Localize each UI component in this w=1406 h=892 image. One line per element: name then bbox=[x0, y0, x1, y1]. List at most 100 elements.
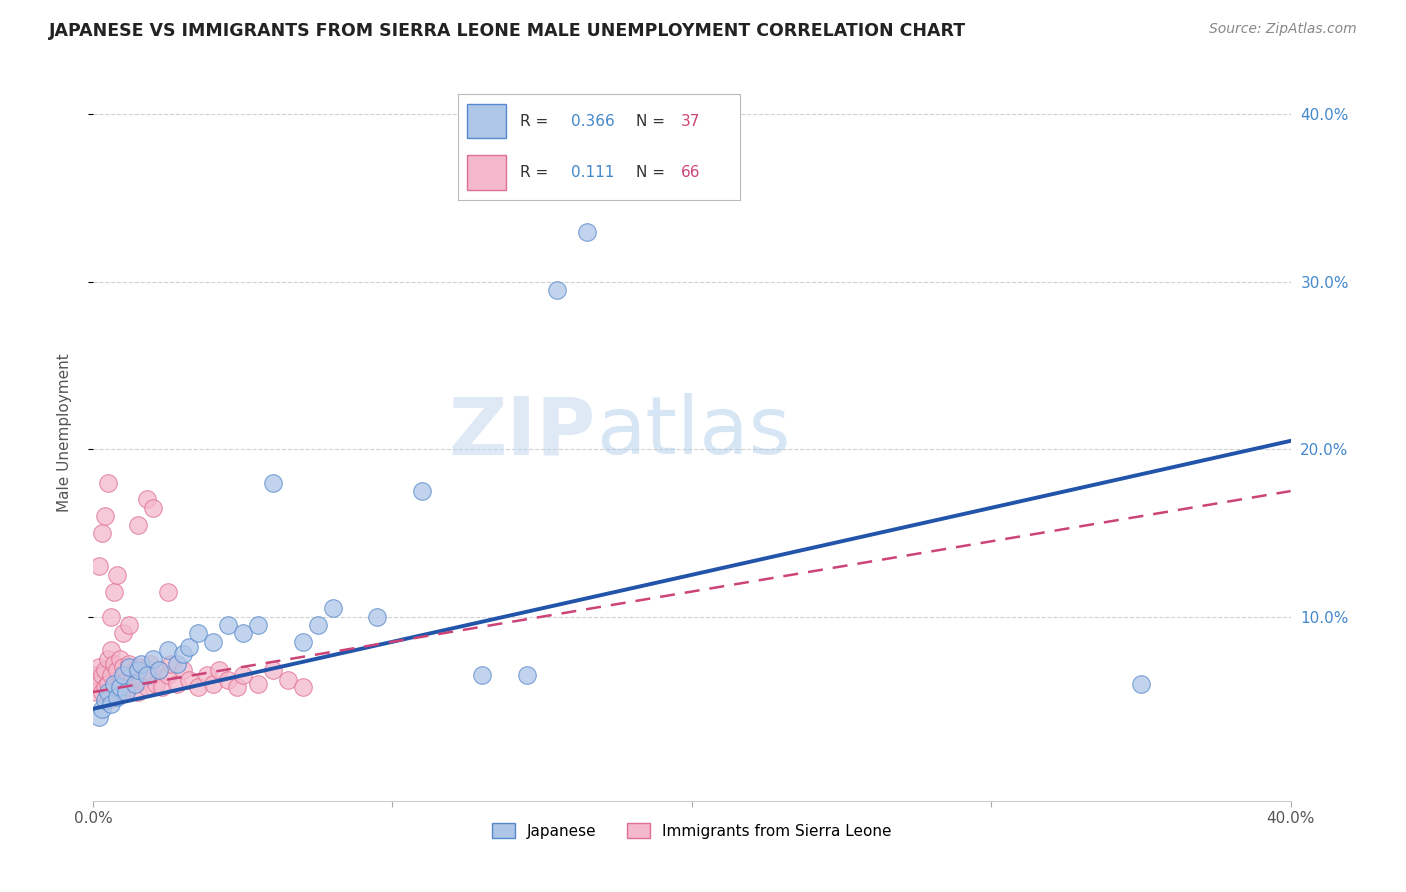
Point bbox=[100, 697, 122, 711]
Point bbox=[262, 475, 284, 490]
Point bbox=[100, 668, 122, 682]
Point bbox=[100, 685, 122, 699]
Point bbox=[103, 657, 125, 671]
Point bbox=[132, 663, 155, 677]
Point bbox=[127, 685, 149, 699]
Point bbox=[108, 676, 131, 690]
Text: atlas: atlas bbox=[596, 393, 790, 472]
Point bbox=[94, 663, 117, 677]
Point bbox=[105, 690, 128, 704]
Point bbox=[103, 680, 125, 694]
Point bbox=[105, 663, 128, 677]
Point bbox=[1129, 676, 1152, 690]
Point bbox=[100, 643, 122, 657]
Point bbox=[124, 676, 146, 690]
Point bbox=[411, 484, 433, 499]
Point bbox=[115, 685, 138, 699]
Point bbox=[225, 680, 247, 694]
Point bbox=[166, 657, 188, 671]
Point bbox=[111, 668, 134, 682]
Point bbox=[103, 584, 125, 599]
Point bbox=[118, 680, 141, 694]
Point bbox=[103, 676, 125, 690]
Point bbox=[172, 647, 194, 661]
Point bbox=[87, 559, 110, 574]
Point bbox=[217, 618, 239, 632]
Point bbox=[366, 609, 388, 624]
Point bbox=[118, 657, 141, 671]
Point bbox=[156, 668, 179, 682]
Point bbox=[232, 626, 254, 640]
Point bbox=[84, 668, 107, 682]
Point bbox=[91, 668, 114, 682]
Point bbox=[172, 663, 194, 677]
Point bbox=[97, 693, 120, 707]
Point bbox=[87, 676, 110, 690]
Point bbox=[94, 509, 117, 524]
Point bbox=[166, 676, 188, 690]
Point bbox=[100, 609, 122, 624]
Point bbox=[118, 618, 141, 632]
Point bbox=[127, 660, 149, 674]
Point bbox=[187, 680, 209, 694]
Point bbox=[156, 584, 179, 599]
Point bbox=[208, 663, 231, 677]
Point bbox=[121, 668, 143, 682]
Point bbox=[277, 673, 299, 688]
Point bbox=[177, 640, 200, 654]
Point bbox=[291, 634, 314, 648]
Point bbox=[516, 668, 538, 682]
Point bbox=[97, 475, 120, 490]
Point bbox=[217, 673, 239, 688]
Point bbox=[232, 668, 254, 682]
Point bbox=[135, 680, 157, 694]
Point bbox=[111, 660, 134, 674]
Point bbox=[127, 517, 149, 532]
Point bbox=[160, 657, 183, 671]
Point bbox=[127, 663, 149, 677]
Point bbox=[118, 660, 141, 674]
Point bbox=[94, 680, 117, 694]
Text: JAPANESE VS IMMIGRANTS FROM SIERRA LEONE MALE UNEMPLOYMENT CORRELATION CHART: JAPANESE VS IMMIGRANTS FROM SIERRA LEONE… bbox=[49, 22, 966, 40]
Point bbox=[201, 676, 224, 690]
Point bbox=[84, 685, 107, 699]
Point bbox=[142, 668, 165, 682]
Point bbox=[111, 685, 134, 699]
Point bbox=[195, 668, 218, 682]
Point bbox=[129, 657, 152, 671]
Point bbox=[201, 634, 224, 648]
Point bbox=[129, 673, 152, 688]
Point bbox=[91, 702, 114, 716]
Legend: Japanese, Immigrants from Sierra Leone: Japanese, Immigrants from Sierra Leone bbox=[485, 816, 898, 845]
Text: Source: ZipAtlas.com: Source: ZipAtlas.com bbox=[1209, 22, 1357, 37]
Point bbox=[471, 668, 494, 682]
Point bbox=[97, 676, 120, 690]
Point bbox=[142, 500, 165, 515]
Point bbox=[142, 651, 165, 665]
Point bbox=[111, 626, 134, 640]
Point bbox=[576, 225, 599, 239]
Point bbox=[91, 685, 114, 699]
Point bbox=[307, 618, 329, 632]
Point bbox=[156, 643, 179, 657]
Point bbox=[124, 676, 146, 690]
Point bbox=[87, 710, 110, 724]
Point bbox=[148, 663, 170, 677]
Point bbox=[105, 685, 128, 699]
Point bbox=[91, 525, 114, 540]
Point bbox=[177, 673, 200, 688]
Point bbox=[94, 693, 117, 707]
Point bbox=[139, 657, 162, 671]
Point bbox=[291, 680, 314, 694]
Point bbox=[246, 676, 269, 690]
Point bbox=[150, 680, 173, 694]
Point bbox=[108, 651, 131, 665]
Y-axis label: Male Unemployment: Male Unemployment bbox=[58, 353, 72, 512]
Point bbox=[87, 660, 110, 674]
Point bbox=[262, 663, 284, 677]
Point bbox=[322, 601, 344, 615]
Point bbox=[97, 685, 120, 699]
Point bbox=[246, 618, 269, 632]
Point bbox=[105, 567, 128, 582]
Point bbox=[145, 676, 167, 690]
